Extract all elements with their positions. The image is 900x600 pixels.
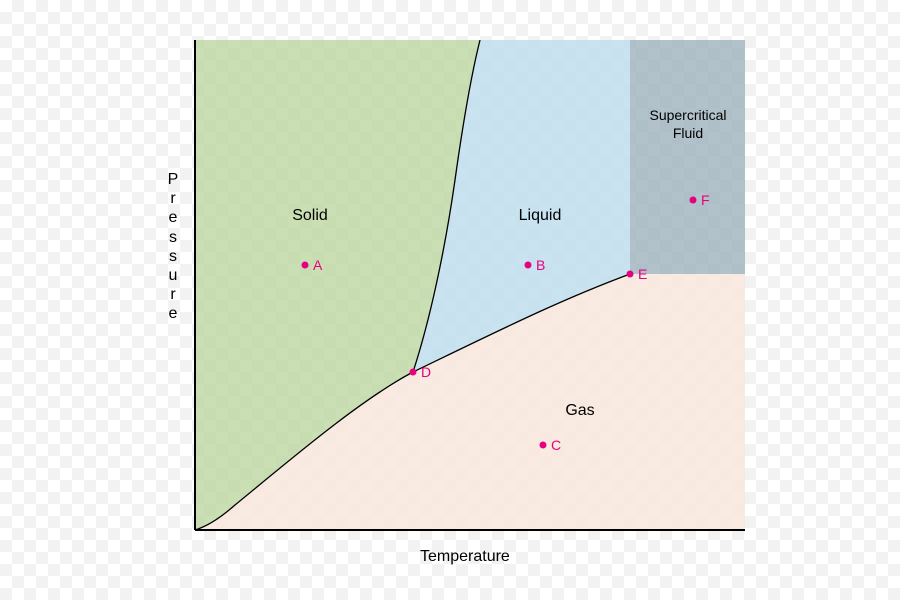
point-d	[410, 369, 416, 375]
page: Pressure Temperature Solid Liquid Gas Su…	[0, 0, 900, 600]
phase-diagram: Solid Liquid Gas Supercritical Fluid A B C…	[0, 0, 900, 600]
point-label-f: F	[701, 192, 710, 208]
point-b	[525, 262, 531, 268]
point-a	[302, 262, 308, 268]
point-e	[627, 271, 633, 277]
point-label-c: C	[551, 437, 561, 453]
label-liquid: Liquid	[519, 207, 562, 224]
point-label-b: B	[536, 257, 545, 273]
label-solid: Solid	[292, 207, 328, 224]
label-scf-line2: Fluid	[673, 125, 703, 141]
label-scf-line1: Supercritical	[649, 107, 726, 123]
point-label-d: D	[421, 364, 431, 380]
point-f	[690, 197, 696, 203]
point-label-a: A	[313, 257, 323, 273]
point-c	[540, 442, 546, 448]
point-label-e: E	[638, 266, 647, 282]
region-supercritical	[630, 40, 745, 274]
label-gas: Gas	[565, 402, 594, 419]
